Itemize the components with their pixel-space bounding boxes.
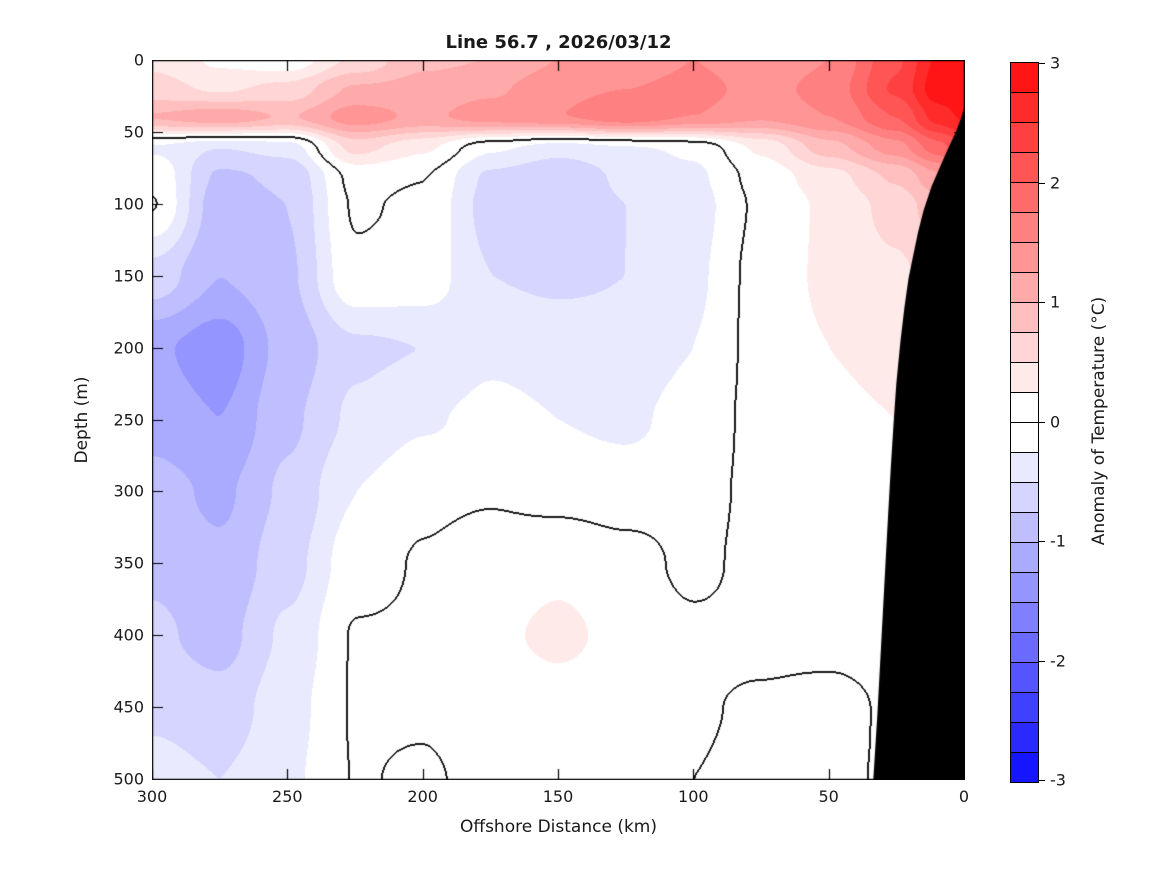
colorbar: [1010, 62, 1039, 783]
y-axis-label: Depth (m): [72, 376, 92, 464]
colorbar-tick-label: -1: [1050, 531, 1066, 551]
colorbar-segment: [1011, 512, 1038, 542]
colorbar-segment: [1011, 392, 1038, 422]
colorbar-tick: [1039, 780, 1045, 781]
colorbar-segment: [1011, 422, 1038, 452]
colorbar-segment: [1011, 152, 1038, 182]
colorbar-segment: [1011, 692, 1038, 722]
colorbar-segment: [1011, 332, 1038, 362]
x-tick-label: 150: [542, 787, 574, 806]
y-tick-label: 150: [113, 266, 144, 286]
colorbar-tick: [1039, 660, 1045, 662]
colorbar-segment: [1011, 242, 1038, 272]
x-tick-label: 100: [678, 787, 709, 806]
colorbar-segment: [1011, 602, 1038, 632]
colorbar-segment: [1011, 63, 1038, 92]
colorbar-segment: [1011, 752, 1038, 782]
y-tick-label: 250: [113, 410, 144, 429]
colorbar-tick: [1039, 302, 1045, 303]
colorbar-segment: [1011, 662, 1038, 692]
colorbar-segment: [1011, 632, 1038, 662]
colorbar-tick: [1039, 541, 1045, 542]
plot-title: Line 56.7 , 2026/03/12: [445, 32, 672, 53]
y-tick-label: 50: [123, 122, 144, 142]
x-tick-label: 200: [407, 787, 438, 806]
y-tick-label: 350: [113, 553, 144, 573]
y-tick-label: 200: [113, 338, 144, 358]
colorbar-tick-label: 0: [1050, 412, 1061, 431]
y-tick-label: 450: [113, 697, 144, 717]
y-tick-label: 400: [113, 625, 144, 645]
colorbar-tick-label: -3: [1050, 770, 1066, 790]
x-tick-label: 250: [272, 787, 303, 806]
y-tick-label: 300: [113, 481, 144, 501]
colorbar-segment: [1011, 302, 1038, 332]
x-axis-label: Offshore Distance (km): [459, 817, 657, 837]
colorbar-label: Anomaly of Temperature (°C): [1089, 296, 1109, 546]
contour-plot-canvas: [152, 60, 965, 780]
colorbar-tick-label: -2: [1050, 651, 1066, 670]
colorbar-segment: [1011, 212, 1038, 242]
colorbar-tick-label: 3: [1050, 53, 1061, 73]
colorbar-segment: [1011, 182, 1038, 212]
colorbar-tick-label: 2: [1050, 173, 1061, 192]
colorbar-tick: [1039, 63, 1045, 64]
y-tick-label: 100: [113, 194, 144, 214]
colorbar-segment: [1011, 482, 1038, 512]
colorbar-tick: [1039, 421, 1045, 423]
colorbar-segment: [1011, 542, 1038, 572]
colorbar-segment: [1011, 122, 1038, 152]
colorbar-tick-label: 1: [1050, 292, 1061, 312]
colorbar-tick: [1039, 182, 1045, 184]
y-tick-label: 500: [113, 769, 144, 789]
x-tick-label: 300: [136, 787, 168, 806]
colorbar-segment: [1011, 272, 1038, 302]
x-tick-label: 0: [958, 787, 970, 806]
colorbar-segment: [1011, 452, 1038, 482]
x-tick-label: 50: [818, 787, 839, 806]
colorbar-segment: [1011, 572, 1038, 602]
colorbar-segment: [1011, 92, 1038, 122]
colorbar-segment: [1011, 722, 1038, 752]
colorbar-segment: [1011, 362, 1038, 392]
y-tick-label: 0: [133, 50, 144, 70]
